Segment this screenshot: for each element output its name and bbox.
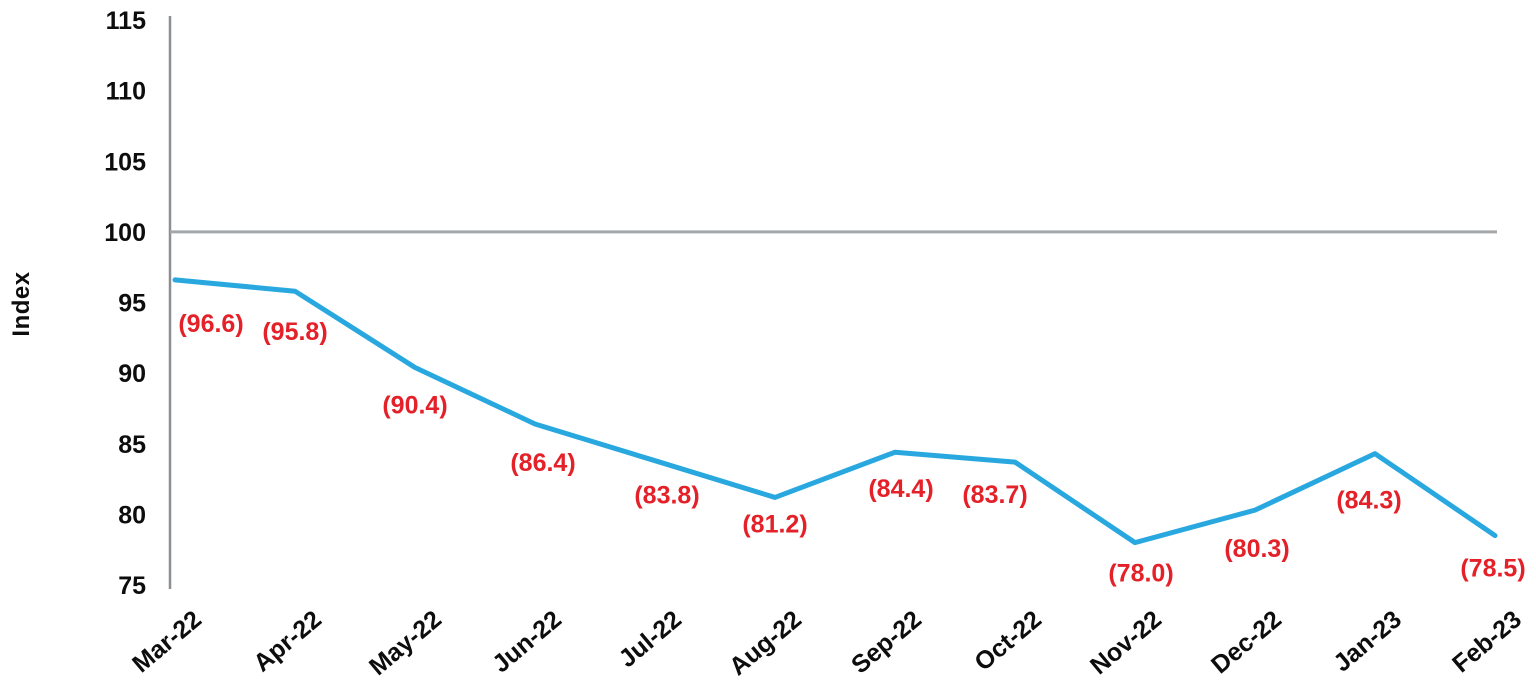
y-tick-label: 115 (106, 7, 146, 35)
data-point-label: (80.3) (1224, 535, 1289, 563)
y-tick-label: 80 (118, 501, 146, 529)
data-point-label: (83.7) (962, 481, 1027, 509)
data-point-label: (81.2) (742, 510, 807, 538)
data-point-label: (86.4) (510, 449, 575, 477)
x-tick-label: Oct-22 (969, 605, 1047, 676)
x-tick-label: Feb-23 (1447, 605, 1527, 678)
y-axis-title: Index (8, 271, 35, 337)
y-tick-label: 85 (118, 431, 146, 459)
y-tick-label: 75 (118, 572, 146, 600)
x-tick-label: Apr-22 (248, 605, 327, 677)
x-tick-label: Aug-22 (724, 605, 807, 681)
data-point-label: (78.0) (1108, 560, 1173, 588)
x-tick-label: Nov-22 (1085, 605, 1167, 680)
series-line-index (172, 277, 1498, 546)
data-point-label: (95.8) (262, 318, 327, 346)
data-point-label: (90.4) (382, 391, 447, 419)
data-point-label: (83.8) (634, 482, 699, 510)
x-tick-label: Dec-22 (1206, 605, 1287, 679)
x-tick-label: Sep-22 (846, 605, 927, 679)
x-tick-label: Jan-23 (1328, 605, 1407, 677)
data-point-label: (78.5) (1460, 555, 1525, 583)
y-tick-label: 105 (104, 148, 146, 176)
y-tick-label: 100 (104, 219, 146, 247)
data-point-label: (84.3) (1336, 487, 1401, 515)
x-tick-label: Jun-22 (487, 605, 567, 678)
x-tick-label: May-22 (364, 605, 447, 681)
x-tick-label: Mar-22 (127, 605, 207, 678)
y-tick-label: 95 (118, 290, 146, 318)
data-point-label: (96.6) (178, 310, 243, 338)
x-tick-label: Jul-22 (614, 605, 687, 673)
data-point-label: (84.4) (868, 475, 933, 503)
y-tick-label: 90 (118, 360, 146, 388)
y-tick-label: 110 (106, 78, 146, 106)
